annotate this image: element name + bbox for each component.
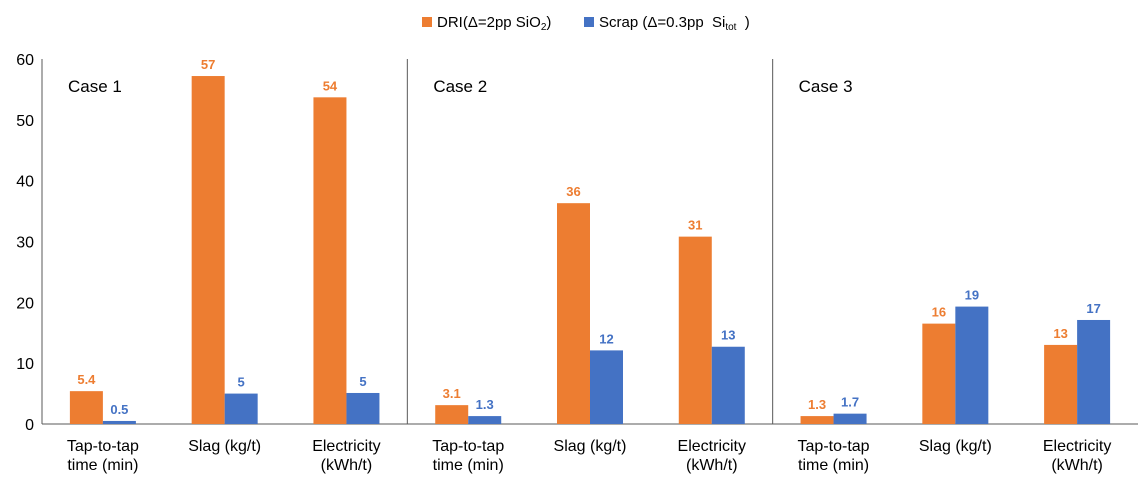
plot-area: Case 1 Tap-to-tap time (min) Slag (kg/t) Ele… [41, 57, 1138, 474]
bar-dri [922, 323, 956, 424]
legend-item-dri: DRI(Δ=2pp SiO2) [422, 14, 551, 33]
data-label-scrap: 1.3 [476, 397, 494, 412]
bar-dri [1044, 344, 1078, 424]
legend-swatch-dri [422, 17, 432, 27]
bar-scrap [955, 306, 989, 424]
data-label-dri: 57 [201, 57, 215, 72]
y-axis: 0 10 20 30 40 50 60 [16, 52, 34, 434]
x-category-label: Tap-to-tap time (min) [67, 438, 139, 474]
data-label-scrap: 19 [965, 288, 979, 303]
x-category-label: Slag (kg/t) [554, 438, 627, 455]
x-category-label: Electricity (kWh/t) [312, 438, 380, 474]
legend: DRI(Δ=2pp SiO2) Scrap (Δ=0.3pp Sitot ) [422, 14, 750, 33]
panel-title: Case 3 [799, 77, 853, 96]
data-label-dri: 3.1 [443, 386, 461, 401]
data-label-dri: 31 [688, 218, 702, 233]
x-category-label: Tap-to-tap time (min) [798, 438, 870, 474]
y-tick-label: 20 [16, 295, 34, 312]
legend-item-scrap: Scrap (Δ=0.3pp Sitot ) [584, 14, 750, 33]
bar-scrap [346, 392, 380, 424]
x-category-label: Slag (kg/t) [919, 438, 992, 455]
data-label-scrap: 0.5 [110, 402, 128, 417]
x-category-label: Slag (kg/t) [188, 438, 261, 455]
legend-label-dri: DRI(Δ=2pp SiO2) [437, 14, 551, 33]
bar-scrap [1077, 319, 1111, 424]
bar-dri [69, 391, 103, 424]
data-label-scrap: 5 [359, 374, 366, 389]
data-label-dri: 16 [932, 305, 946, 320]
bar-scrap [468, 416, 502, 424]
x-category-label: Electricity (kWh/t) [678, 438, 746, 474]
panel-2: Case 2 Tap-to-tap time (min) Slag (kg/t) Ele… [406, 59, 746, 474]
data-label-dri: 5.4 [77, 372, 96, 387]
panel-title: Case 2 [433, 77, 487, 96]
data-label-dri: 13 [1053, 326, 1067, 341]
bar-dri [435, 405, 469, 424]
bar-dri [678, 236, 712, 424]
bar-dri [800, 416, 834, 424]
data-label-scrap: 1.7 [841, 395, 859, 410]
data-label-scrap: 12 [599, 331, 613, 346]
y-tick-label: 30 [16, 235, 34, 252]
x-category-label: Tap-to-tap time (min) [432, 438, 504, 474]
legend-label-scrap: Scrap (Δ=0.3pp Sitot ) [599, 14, 750, 33]
y-tick-label: 0 [25, 417, 34, 434]
panel-title: Case 1 [68, 77, 122, 96]
panel-1: Case 1 Tap-to-tap time (min) Slag (kg/t) Ele… [67, 57, 381, 474]
bar-dri [191, 76, 225, 425]
bar-scrap [224, 393, 258, 424]
data-label-scrap: 17 [1086, 301, 1100, 316]
bar-scrap [102, 420, 136, 424]
bar-dri [313, 97, 347, 424]
bar-scrap [711, 346, 745, 424]
panel-3: Case 3 Tap-to-tap time (min) Slag (kg/t) Ele… [772, 59, 1111, 474]
y-tick-label: 50 [16, 113, 34, 130]
bar-dri [557, 203, 590, 424]
y-tick-label: 60 [16, 52, 34, 69]
legend-swatch-scrap [584, 17, 594, 27]
x-category-label: Electricity (kWh/t) [1043, 438, 1111, 474]
data-label-scrap: 13 [721, 328, 735, 343]
data-label-dri: 36 [566, 184, 580, 199]
data-label-dri: 1.3 [808, 397, 826, 412]
data-label-scrap: 5 [238, 375, 245, 390]
y-tick-label: 40 [16, 174, 34, 191]
y-tick-label: 10 [16, 356, 34, 373]
data-label-dri: 54 [323, 78, 338, 93]
bar-scrap [833, 413, 867, 424]
bar-scrap [590, 350, 623, 424]
